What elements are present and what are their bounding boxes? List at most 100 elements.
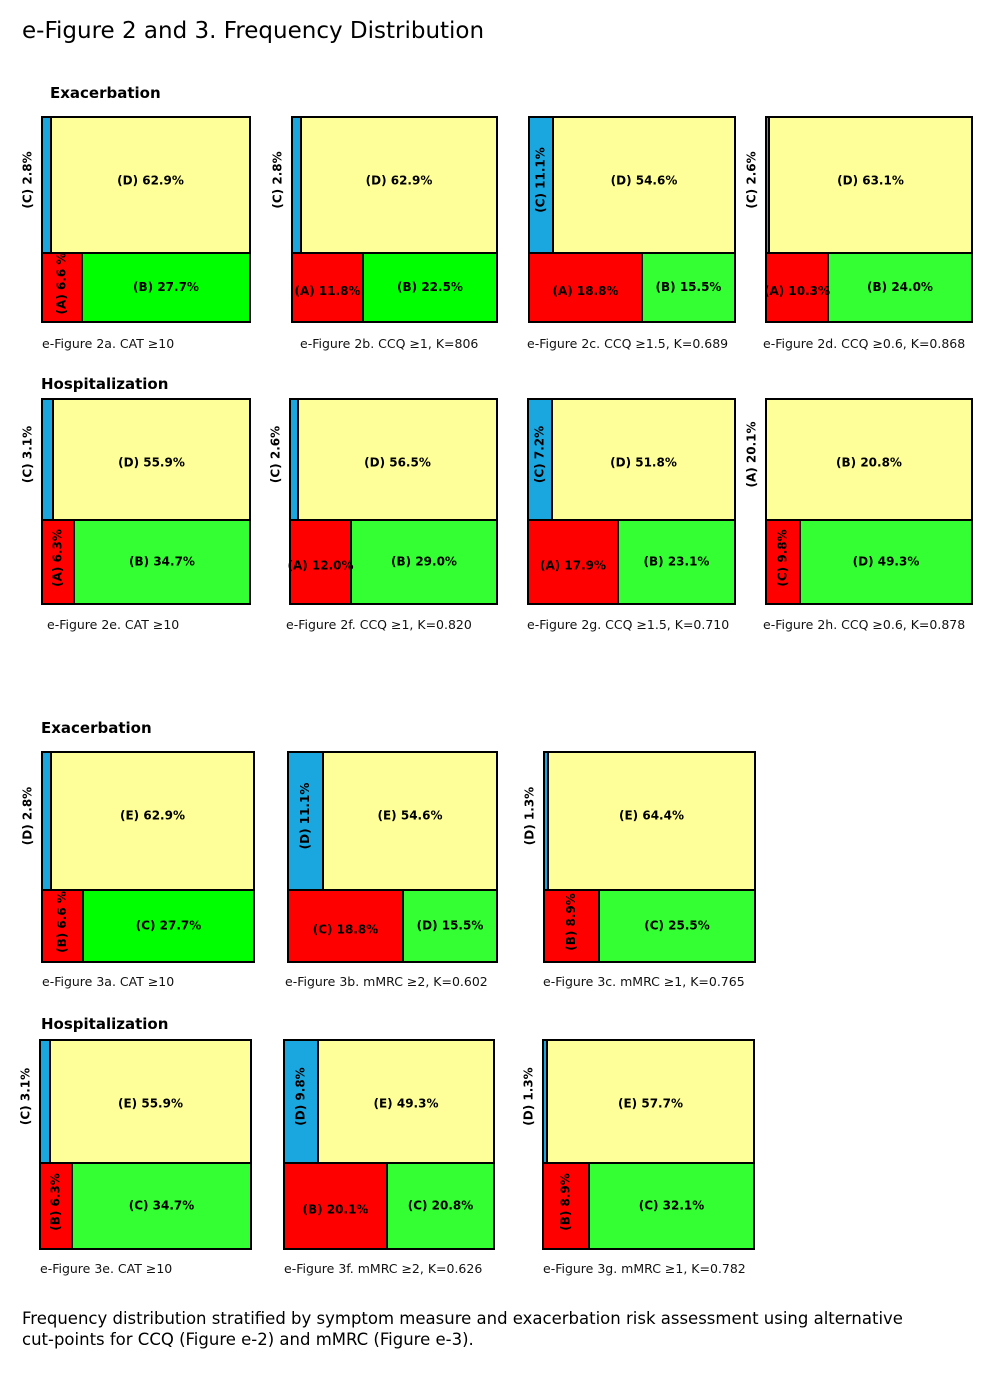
mosaic-cell-bottom-left [289,519,352,605]
mosaic-label-top-main: (E) 55.9% [118,1097,183,1111]
mosaic-cell-bottom-right [402,889,498,963]
mosaic-label-top-side: (A) 20.1% [745,421,759,487]
mosaic-label-bottom-left: (A) 6.6 % [55,253,69,315]
mosaic-panel-3e: (C) 3.1% (E) 55.9% (B) 6.3% (C) 34.7% [19,1039,252,1250]
mosaic-label-top-side: (D) 1.3% [522,1067,536,1125]
mosaic-cell-bottom-left [543,889,600,963]
mosaic-label-top-side: (C) 3.1% [19,1068,33,1125]
mosaic-label-top-side: (C) 2.8% [271,151,285,208]
mosaic-chart-3e: (C) 3.1% (E) 55.9% (B) 6.3% (C) 34.7% [19,1039,252,1250]
mosaic-label-top-side: (C) 7.2% [533,426,547,483]
mosaic-label-bottom-left: (A) 10.3% [764,284,830,298]
mosaic-label-top-side: (C) 2.8% [21,151,35,208]
mosaic-chart-2e: (C) 3.1% (D) 55.9% (A) 6.3% (B) 34.7% [21,398,251,605]
mosaic-chart-3f: (D) 9.8% (E) 49.3% (B) 20.1% (C) 20.8% [283,1039,495,1250]
mosaic-chart-3c: (D) 1.3% (E) 64.4% (B) 8.9% (C) 25.5% [523,751,756,963]
mosaic-cell-bottom-right [827,252,973,323]
mosaic-cell-top-side [41,751,52,891]
mosaic-cell-top-side [543,751,549,891]
mosaic-label-bottom-right: (C) 20.8% [408,1199,474,1213]
mosaic-label-bottom-left: (B) 8.9% [564,893,578,951]
mosaic-cell-bottom-right [350,519,498,605]
mosaic-label-bottom-right: (C) 32.1% [639,1199,705,1213]
figure-caption-2d: e-Figure 2d. CCQ ≥0.6, Κ=0.868 [763,336,966,351]
mosaic-label-top-side: (C) 3.1% [21,426,35,483]
mosaic-cell-bottom-right [598,889,756,963]
mosaic-label-top-main: (D) 55.9% [118,456,185,470]
mosaic-cell-bottom-right [82,889,255,963]
mosaic-cell-top-side [287,751,324,891]
figure-caption-2a: e-Figure 2a. CAT ≥10 [42,336,175,351]
figure-caption-2b: e-Figure 2b. CCQ ≥1, Κ=806 [300,336,479,351]
mosaic-label-bottom-left: (C) 18.8% [313,923,379,937]
mosaic-label-bottom-left: (C) 9.8% [776,529,790,586]
figure-caption-3a: e-Figure 3a. CAT ≥10 [42,974,175,989]
mosaic-label-top-side: (C) 11.1% [534,147,548,213]
mosaic-label-bottom-right: (C) 27.7% [136,919,202,933]
mosaic-label-bottom-left: (A) 12.0% [287,559,353,573]
mosaic-label-top-main: (D) 62.9% [117,174,184,188]
mosaic-panel-3g: (D) 1.3% (E) 57.7% (B) 8.9% (C) 32.1% [522,1039,755,1250]
mosaic-cell-top-main [317,1039,495,1164]
mosaic-panel-2f: (C) 2.6% (D) 56.5% (A) 12.0% (B) 29.0% [269,398,498,605]
mosaic-chart-2d: (C) 2.6% (D) 63.1% (A) 10.3% (B) 24.0% [745,116,973,323]
mosaic-label-top-side: (C) 2.6% [269,426,283,483]
footnote: Frequency distribution stratified by sym… [22,1309,903,1349]
mosaic-panel-3a: (D) 2.8% (E) 62.9% (B) 6.6 % (C) 27.7% [21,751,255,963]
mosaic-cell-bottom-left [39,1162,73,1250]
mosaic-cell-top-main [49,1039,252,1164]
mosaic-cell-bottom-right [71,1162,252,1250]
mosaic-cell-bottom-left [283,1162,388,1250]
mosaic-label-top-main: (E) 49.3% [374,1097,439,1111]
mosaic-cell-top-main [50,116,251,254]
mosaic-cell-top-main [546,1039,755,1164]
mosaic-cell-top-side [542,1039,548,1164]
mosaic-cell-top-main [765,398,973,521]
section-title-hospitalization-fig3: Hospitalization [41,1015,169,1033]
mosaic-cell-top-side [528,116,554,254]
mosaic-cell-bottom-left [527,519,619,605]
mosaic-cell-bottom-left [542,1162,590,1250]
mosaic-cell-bottom-right [73,519,251,605]
mosaic-chart-2c: (C) 11.1% (D) 54.6% (A) 18.8% (B) 15.5% [528,116,736,323]
mosaic-label-bottom-right: (B) 24.0% [867,280,933,294]
mosaic-chart-2a: (C) 2.8% (D) 62.9% (A) 6.6 % (B) 27.7% [21,116,251,323]
mosaic-label-top-main: (E) 64.4% [619,809,684,823]
mosaic-cell-top-main [551,398,736,521]
mosaic-chart-2g: (C) 7.2% (D) 51.8% (A) 17.9% (B) 23.1% [527,398,736,605]
mosaic-label-top-main: (E) 57.7% [618,1097,683,1111]
mosaic-label-bottom-left: (B) 6.6 % [55,891,69,953]
mosaic-label-bottom-right: (B) 22.5% [397,280,463,294]
mosaic-cell-top-main [768,116,973,254]
mosaic-chart-3b: (D) 11.1% (E) 54.6% (C) 18.8% (D) 15.5% [287,751,498,963]
mosaic-cell-bottom-right [386,1162,495,1250]
mosaic-cell-top-side [765,116,770,254]
mosaic-cell-top-main [52,398,251,521]
mosaic-label-top-main: (D) 54.6% [611,174,678,188]
mosaic-cell-bottom-left [41,252,83,323]
mosaic-label-top-side: (D) 11.1% [298,783,312,850]
mosaic-label-top-side: (C) 2.6% [745,151,759,208]
mosaic-cell-top-main [50,751,255,891]
mosaic-cell-bottom-right [588,1162,755,1250]
mosaic-label-top-main: (D) 51.8% [610,456,677,470]
mosaic-cell-top-side [41,398,54,521]
mosaic-label-top-side: (D) 1.3% [523,787,537,845]
mosaic-cell-top-main [300,116,498,254]
mosaic-cell-top-side [39,1039,51,1164]
figure-caption-2f: e-Figure 2f. CCQ ≥1, Κ=0.820 [286,617,472,632]
mosaic-cell-top-side [41,116,52,254]
section-title-hospitalization: Hospitalization [41,375,169,393]
mosaic-panel-2b: (C) 2.8% (D) 62.9% (A) 11.8% (B) 22.5% [271,116,498,323]
mosaic-cell-bottom-right [641,252,736,323]
mosaic-chart-2f: (C) 2.6% (D) 56.5% (A) 12.0% (B) 29.0% [269,398,498,605]
mosaic-cell-bottom-left [41,889,84,963]
mosaic-label-bottom-right: (B) 23.1% [644,555,710,569]
mosaic-panel-2c: (C) 11.1% (D) 54.6% (A) 18.8% (B) 15.5% [528,116,736,323]
mosaic-panel-3b: (D) 11.1% (E) 54.6% (C) 18.8% (D) 15.5% [287,751,498,963]
mosaic-label-top-main: (E) 62.9% [120,809,185,823]
mosaic-cell-bottom-left [765,519,801,605]
mosaic-label-bottom-right: (B) 34.7% [129,555,195,569]
mosaic-label-bottom-left: (A) 17.9% [540,559,606,573]
mosaic-chart-3g: (D) 1.3% (E) 57.7% (B) 8.9% (C) 32.1% [522,1039,755,1250]
